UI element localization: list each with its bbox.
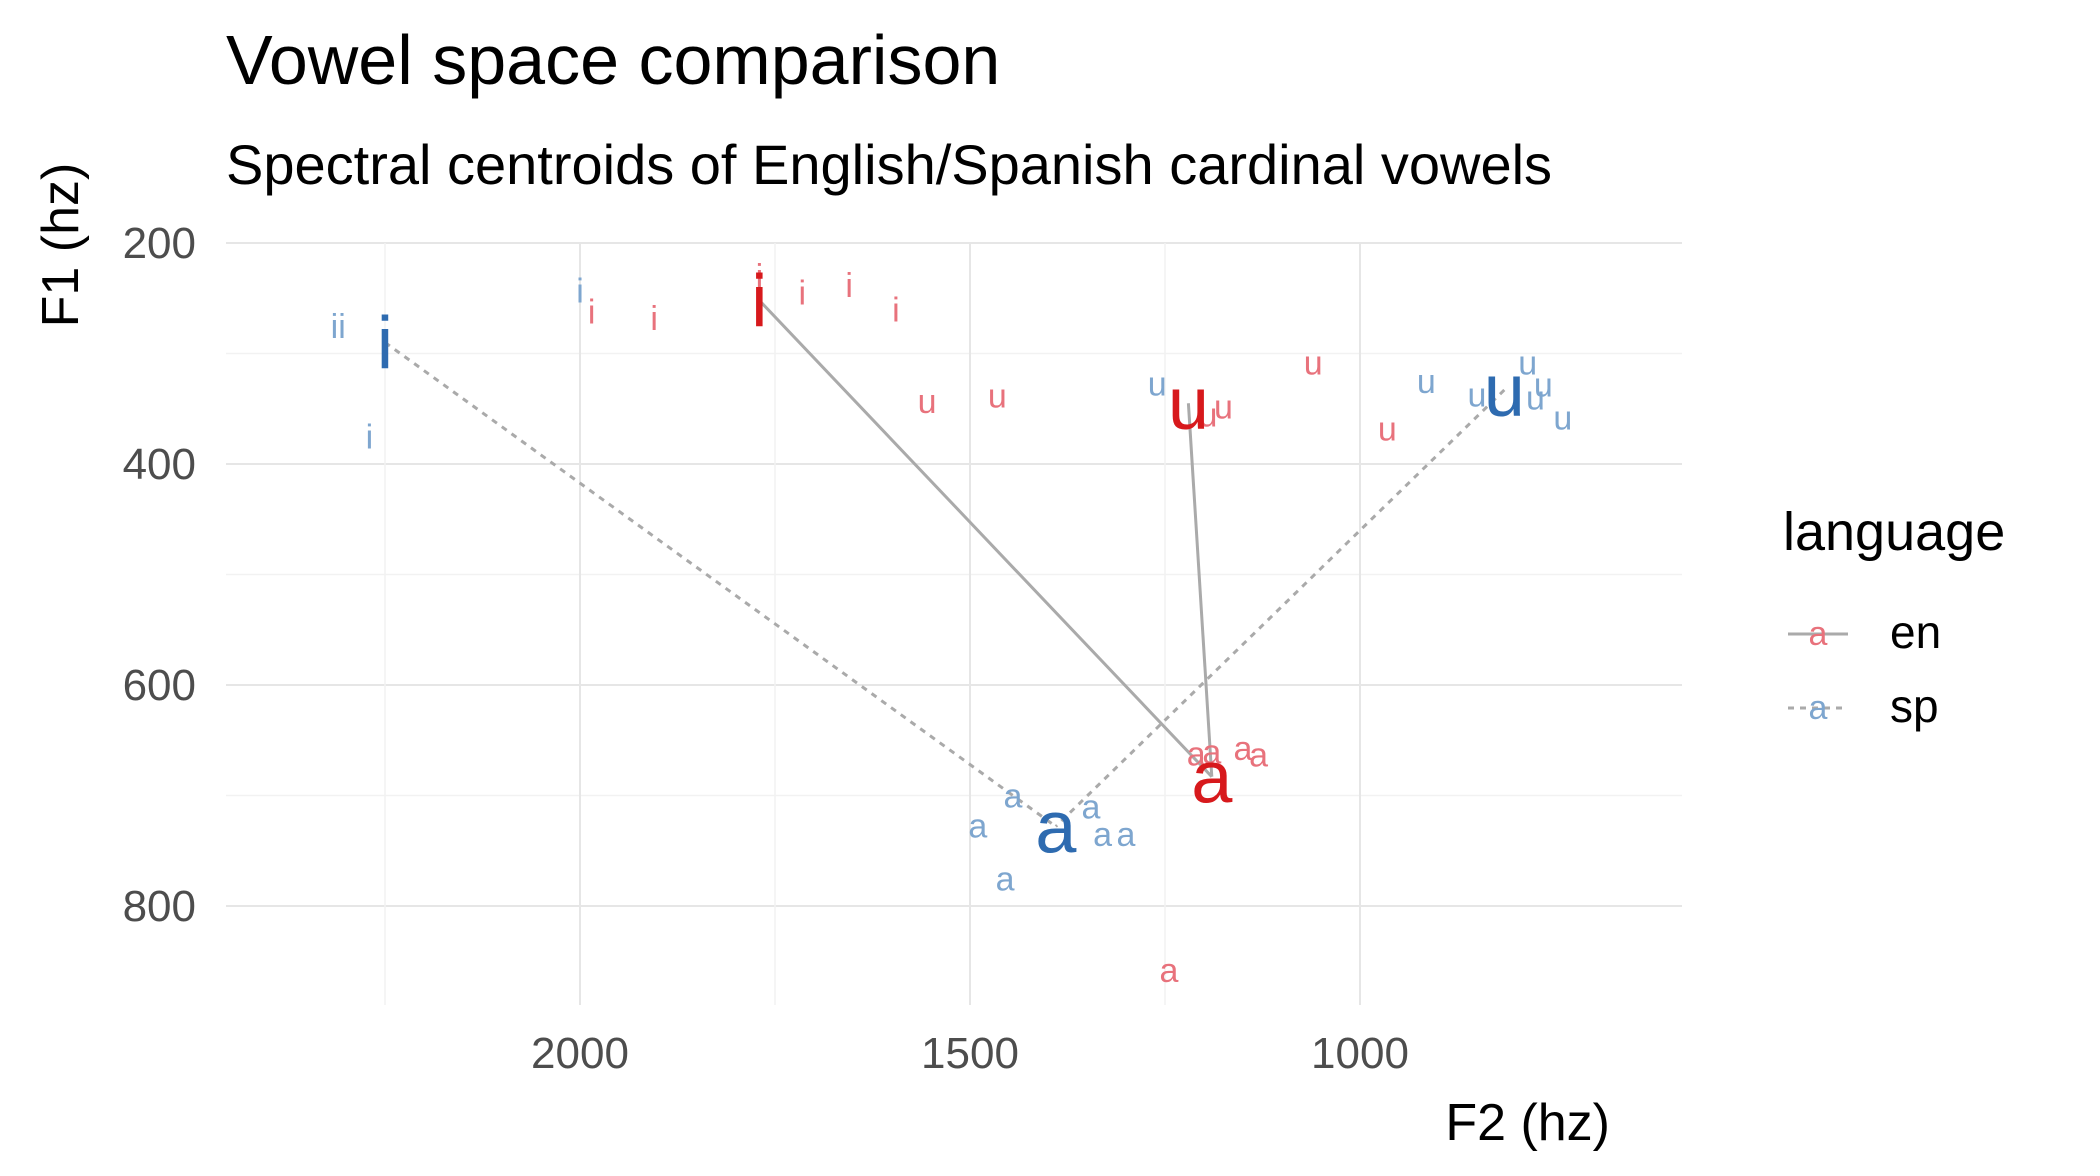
y-tick-label: 400 [123,440,196,489]
x-axis-title: F2 (hz) [1445,1094,1610,1152]
point-en-u: u [1198,396,1217,434]
point-sp-i: i [366,418,374,456]
point-sp-i: i [576,273,584,311]
y-tick-label: 600 [123,661,196,710]
x-tick-label: 1500 [921,1029,1019,1078]
vowel-line-sp-u-a [1054,388,1506,828]
centroid-sp-i: i [377,301,393,384]
point-en-i: i [799,275,807,313]
vowel-centroids: i u a i u a [377,259,1525,868]
point-en-i: i [650,300,658,338]
y-tick-label: 800 [123,882,196,931]
point-en-u: u [1378,411,1397,449]
axis-ticks: 2000 1500 1000 200 400 600 800 [123,219,1409,1078]
vowel-line-en-u-a [1186,403,1214,777]
point-sp-a: a [968,807,987,845]
point-en-i: i [845,267,853,305]
point-sp-u: u [1553,400,1572,438]
point-en-a: a [1249,737,1268,775]
point-en-u: u [918,383,937,421]
x-tick-label: 1000 [1311,1029,1409,1078]
centroid-en-i: i [751,259,767,342]
vowel-triangle-lines [384,299,1506,828]
grid-lines [226,242,1682,1005]
point-en-a: a [1234,730,1253,768]
y-axis-title: F1 (hz) [32,163,90,328]
point-sp-u: u [1417,363,1436,401]
point-sp-a: a [1081,789,1100,827]
legend-key-glyph-sp: a [1809,689,1828,727]
legend-label-en: en [1890,606,1941,658]
point-en-i: i [892,291,900,329]
point-en-u: u [1304,344,1323,382]
legend-title: language [1783,502,2005,562]
centroid-sp-a: a [1035,785,1077,868]
point-en-a: a [1159,952,1178,990]
centroid-en-u: u [1168,362,1209,445]
centroid-en-a: a [1191,736,1233,819]
point-sp-a: a [1093,816,1112,854]
point-sp-ii: ii [331,308,346,346]
legend-label-sp: sp [1890,680,1939,732]
point-en-i: i [588,294,596,332]
vowel-line-en-i-a [758,299,1213,778]
point-sp-u: u [1148,365,1167,403]
point-sp-a: a [996,860,1015,898]
y-tick-label: 200 [123,219,196,268]
point-sp-u: u [1518,344,1537,382]
x-tick-label: 2000 [531,1029,629,1078]
point-en-a: a [1202,733,1221,771]
point-sp-u: u [1468,376,1487,414]
point-en-u: u [1214,389,1233,427]
chart-title: Vowel space comparison [226,21,1001,99]
point-en-i: i [756,258,764,296]
point-sp-u: u [1526,380,1545,418]
centroid-sp-u: u [1484,349,1525,432]
point-en-a: a [1187,736,1206,774]
point-sp-a: a [1117,816,1136,854]
legend-key-glyph-en: a [1809,615,1828,653]
legend: language aa en sp [1783,502,2005,732]
point-sp-a: a [1003,778,1022,816]
vowel-line-sp-i-a [384,341,1057,828]
point-sp-u: u [1534,366,1553,404]
chart-subtitle: Spectral centroids of English/Spanish ca… [226,133,1553,196]
point-en-u: u [988,377,1007,415]
